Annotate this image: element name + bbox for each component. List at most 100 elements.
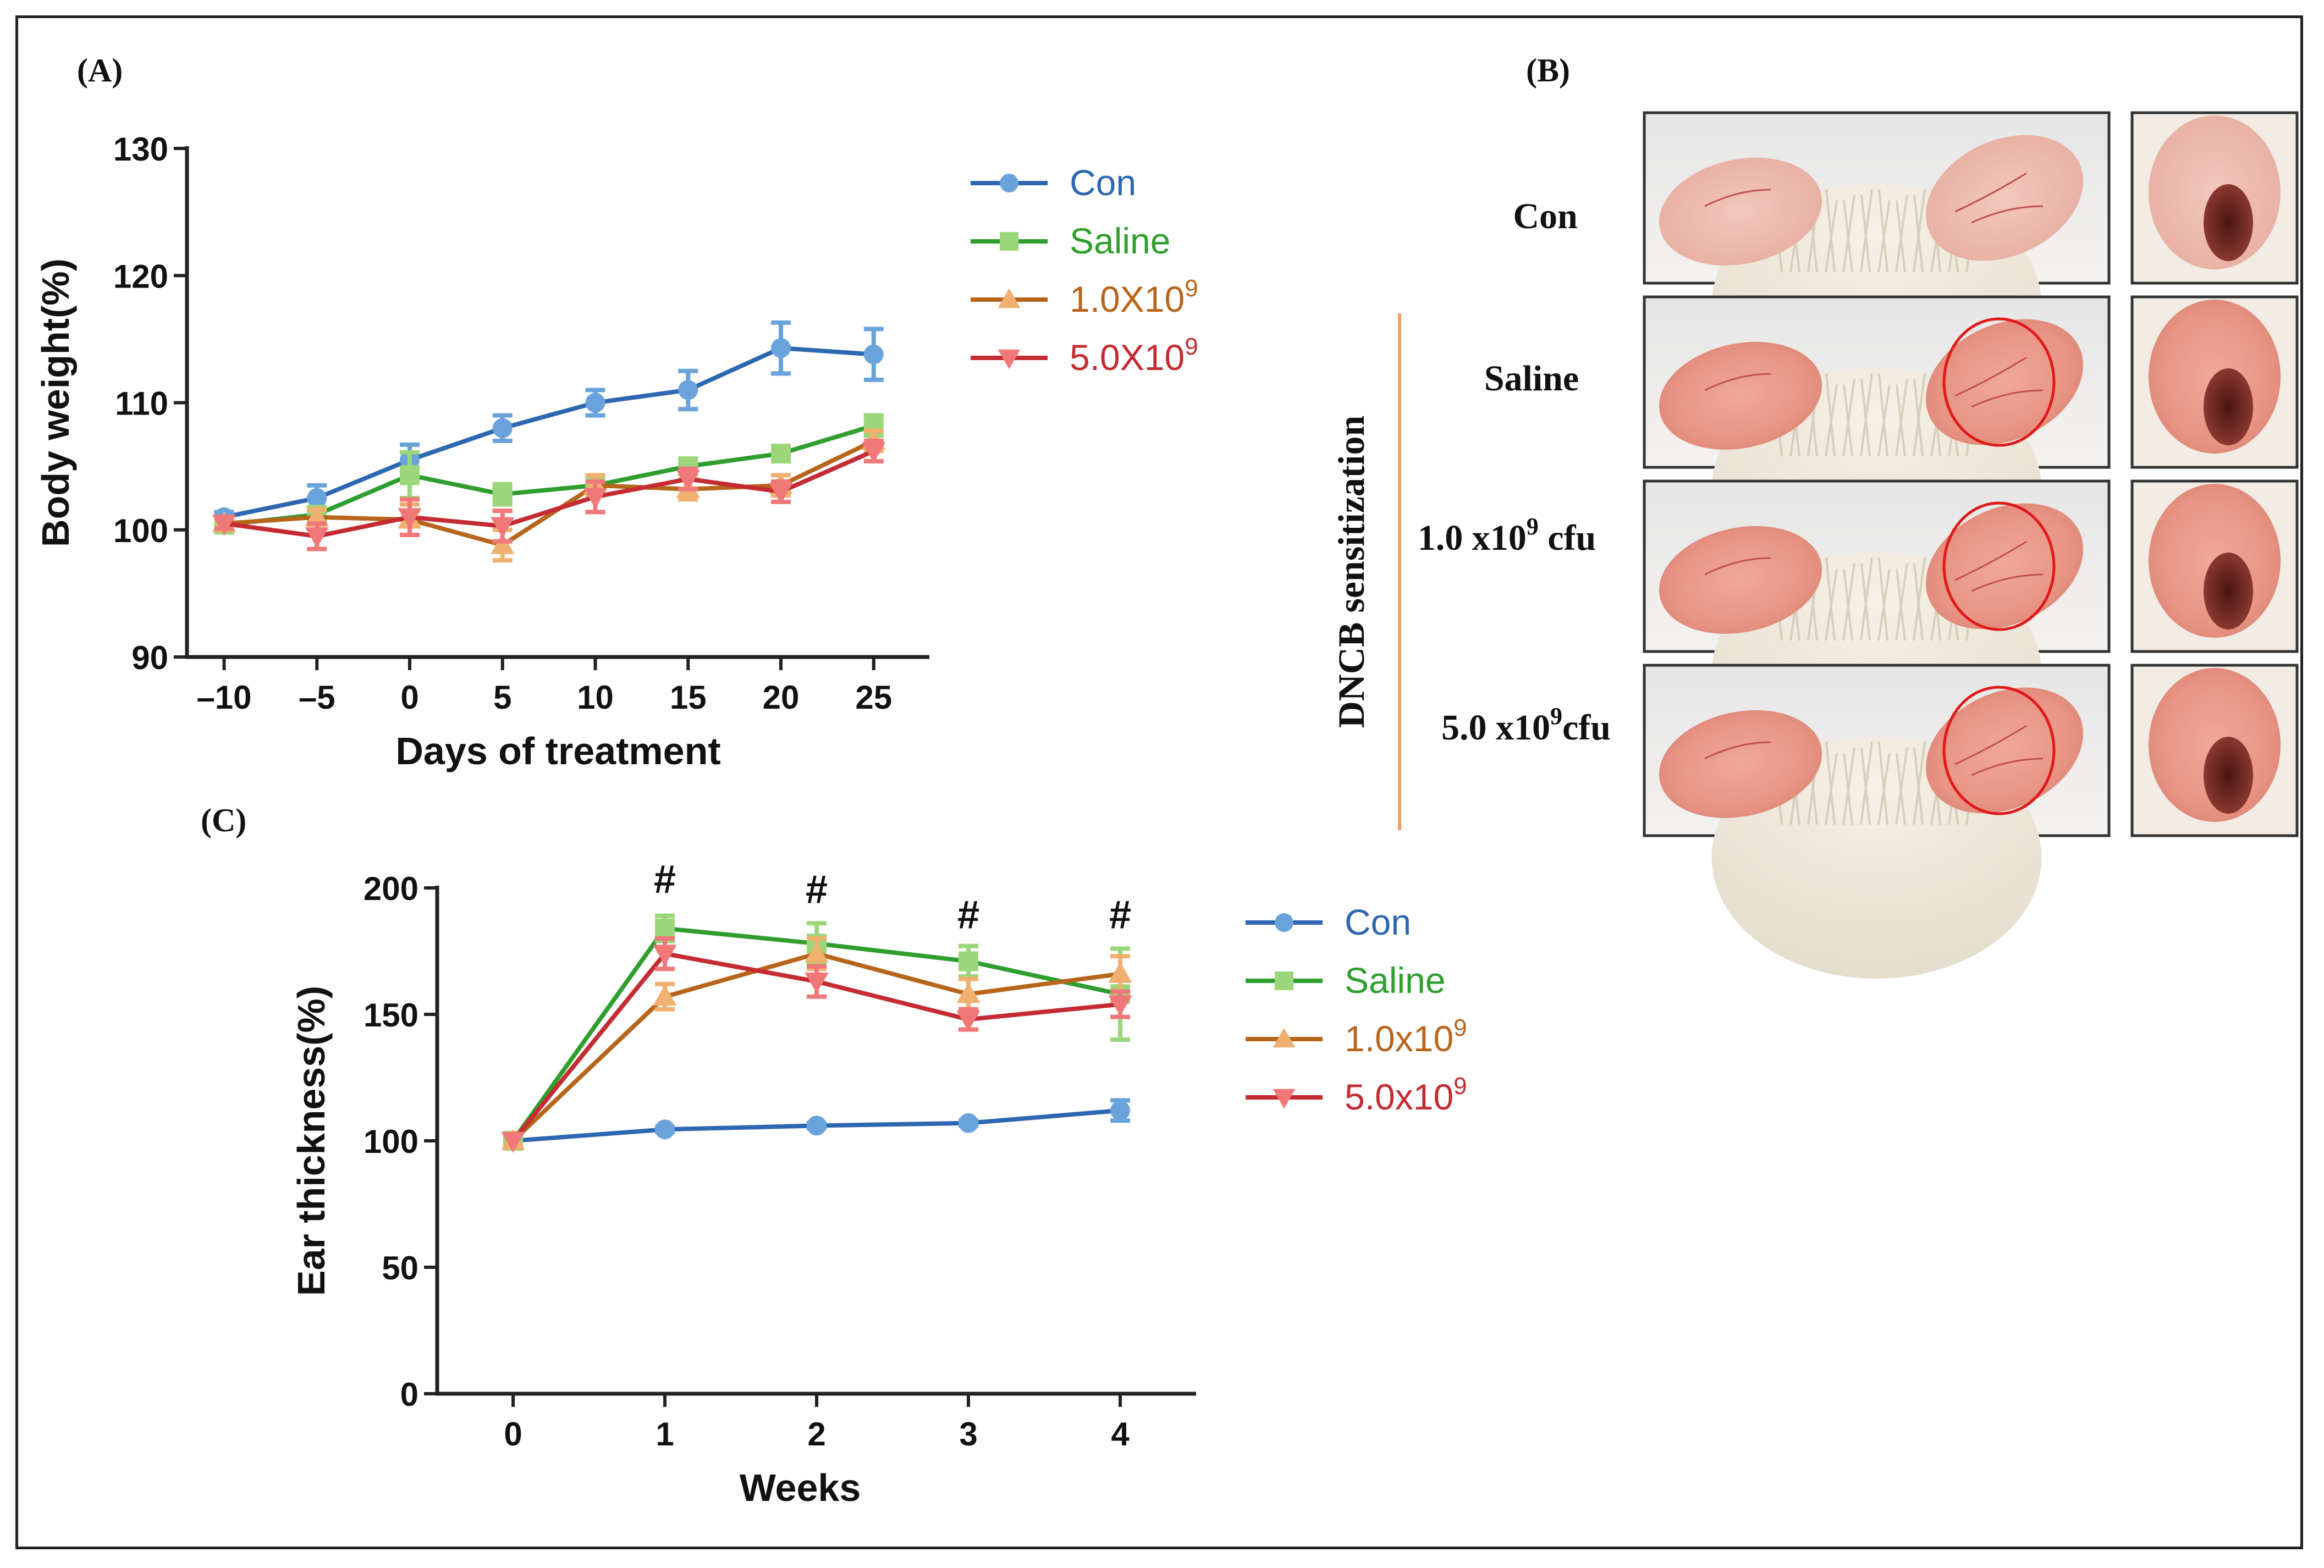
significance-marker: # bbox=[1109, 893, 1131, 937]
data-point bbox=[678, 380, 698, 400]
y-axis-label: Ear thickness(%) bbox=[290, 986, 333, 1296]
x-tick-label: –10 bbox=[196, 679, 251, 716]
y-tick-label: 110 bbox=[115, 385, 168, 422]
fur-strand bbox=[1896, 200, 1906, 273]
data-point bbox=[863, 344, 884, 365]
data-point bbox=[305, 527, 329, 548]
fur-strand bbox=[1860, 563, 1871, 641]
right-ear bbox=[1925, 687, 2084, 814]
data-point bbox=[862, 442, 886, 463]
series-5-0x10 bbox=[501, 936, 1132, 1153]
x-tick-label: 0 bbox=[400, 679, 418, 716]
right-ear bbox=[1925, 135, 2084, 261]
ear-vein bbox=[1954, 540, 2027, 581]
x-tick-label: 20 bbox=[763, 679, 800, 716]
data-point bbox=[771, 444, 791, 463]
ear-vein bbox=[1971, 205, 2044, 224]
data-point bbox=[501, 1131, 525, 1153]
legend-label: Con bbox=[1345, 902, 1411, 942]
row-label: Con bbox=[1513, 196, 1577, 236]
legend-marker bbox=[1000, 174, 1018, 192]
fur-strand bbox=[1913, 195, 1924, 273]
legend: Con Saline 1.0x109 5.0x109 bbox=[1246, 902, 1467, 1117]
ear-vein bbox=[1704, 741, 1771, 760]
row-label-unit: cfu bbox=[1539, 518, 1596, 558]
legend-marker bbox=[998, 349, 1021, 369]
fur-strand bbox=[1842, 379, 1855, 457]
y-tick-label: 120 bbox=[113, 258, 168, 295]
data-point bbox=[1108, 962, 1132, 983]
fur-strand bbox=[1843, 568, 1853, 641]
row-label-unit: cfu bbox=[1562, 708, 1611, 748]
data-point bbox=[492, 484, 513, 504]
fur-strand bbox=[1895, 379, 1908, 457]
legend-marker bbox=[1273, 1089, 1296, 1109]
data-point bbox=[1108, 995, 1132, 1017]
row-label-main: 1.0 x10 bbox=[1418, 518, 1527, 558]
fur-strand bbox=[1895, 563, 1908, 641]
x-tick-label: 1 bbox=[656, 1416, 674, 1453]
ear-vein bbox=[1954, 725, 2027, 765]
y-tick-label: 90 bbox=[131, 639, 168, 676]
data-point bbox=[655, 1119, 675, 1140]
ear-canal bbox=[2204, 368, 2253, 445]
x-tick-label: 0 bbox=[504, 1416, 522, 1453]
data-point bbox=[807, 1116, 827, 1136]
data-point bbox=[491, 533, 515, 554]
series-line bbox=[223, 346, 874, 520]
legend-marker bbox=[1275, 971, 1293, 990]
ear-vein bbox=[1704, 189, 1771, 207]
series-5-0x10 bbox=[212, 438, 886, 551]
legend-marker bbox=[1273, 1028, 1296, 1048]
ear-canal bbox=[2204, 184, 2253, 261]
data-point bbox=[491, 517, 515, 538]
fur-strand bbox=[1896, 753, 1906, 825]
data-point bbox=[583, 488, 608, 509]
data-point bbox=[307, 488, 327, 508]
x-tick-label: 25 bbox=[855, 679, 892, 716]
fur-strand bbox=[1843, 200, 1853, 273]
data-point bbox=[769, 483, 793, 504]
fur-strand bbox=[1913, 563, 1924, 641]
left-ear bbox=[1659, 710, 1822, 818]
x-axis-label: Days of treatment bbox=[395, 730, 720, 772]
ear-vein bbox=[1971, 758, 2044, 776]
data-point bbox=[653, 985, 677, 1006]
legend-label: 1.0x109 bbox=[1345, 1014, 1467, 1059]
fur-strand bbox=[1913, 742, 1926, 825]
fur-strand bbox=[1842, 195, 1855, 273]
legend-superscript: 9 bbox=[1453, 1014, 1467, 1041]
panel-c-label: (C) bbox=[201, 802, 246, 838]
panel-a-label: (A) bbox=[77, 52, 123, 89]
data-point bbox=[653, 945, 677, 966]
data-point bbox=[492, 418, 513, 438]
fur-strand bbox=[1825, 373, 1836, 457]
x-tick-label: 3 bbox=[959, 1416, 977, 1453]
row-label: 1.0 x109 cfu bbox=[1418, 513, 1596, 558]
fur-strand bbox=[1860, 747, 1871, 825]
x-tick-label: 10 bbox=[577, 679, 614, 716]
fur-strand bbox=[1860, 557, 1873, 641]
series-con bbox=[503, 1098, 1130, 1151]
fur-strand bbox=[1825, 557, 1836, 641]
data-point bbox=[212, 514, 236, 535]
legend: Con Saline 1.0X109 5.0X109 bbox=[971, 162, 1198, 378]
data-point bbox=[771, 338, 791, 358]
ear-vein bbox=[1971, 573, 2044, 592]
y-tick-label: 150 bbox=[364, 997, 418, 1034]
legend-label: 1.0X109 bbox=[1070, 275, 1198, 319]
legend-marker bbox=[1275, 913, 1293, 932]
highlight-circle bbox=[1942, 317, 2056, 447]
ear-vein bbox=[1704, 373, 1771, 391]
fur-strand bbox=[1842, 563, 1855, 641]
fur-strand bbox=[1860, 373, 1873, 457]
data-point bbox=[805, 942, 829, 963]
legend-label: Saline bbox=[1345, 960, 1445, 1001]
fur-strand bbox=[1913, 747, 1924, 825]
left-ear bbox=[1659, 341, 1822, 450]
ear-vein bbox=[1704, 557, 1771, 576]
row-label-sup: 9 bbox=[1550, 703, 1562, 730]
legend-marker bbox=[1000, 232, 1018, 251]
panel-b-label: (B) bbox=[1526, 52, 1570, 89]
fur-strand bbox=[1913, 373, 1926, 457]
